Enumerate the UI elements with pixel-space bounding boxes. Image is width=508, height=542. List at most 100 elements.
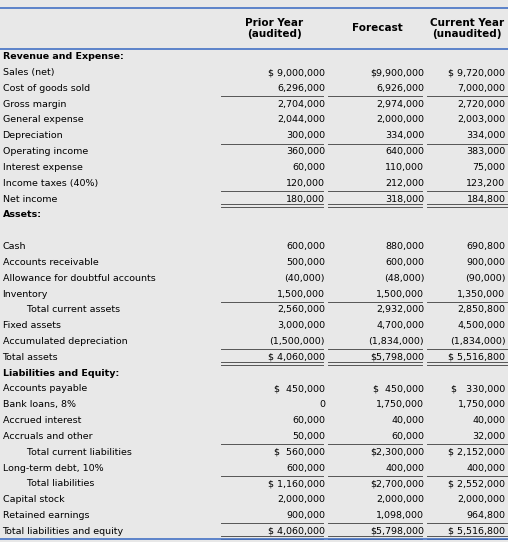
Text: $  560,000: $ 560,000 [274, 448, 325, 457]
Text: 1,750,000: 1,750,000 [376, 401, 424, 409]
Text: 1,500,000: 1,500,000 [376, 289, 424, 299]
Text: Accruals and other: Accruals and other [3, 432, 92, 441]
Text: 60,000: 60,000 [391, 432, 424, 441]
Text: 880,000: 880,000 [385, 242, 424, 251]
Text: Gross margin: Gross margin [3, 100, 66, 108]
Text: 40,000: 40,000 [472, 416, 505, 425]
Text: Forecast: Forecast [352, 23, 402, 34]
Text: 2,044,000: 2,044,000 [277, 115, 325, 125]
Text: 32,000: 32,000 [472, 432, 505, 441]
Text: General expense: General expense [3, 115, 83, 125]
Text: 184,800: 184,800 [466, 195, 505, 204]
Text: 6,926,000: 6,926,000 [376, 84, 424, 93]
Text: Depreciation: Depreciation [3, 131, 63, 140]
Text: 6,296,000: 6,296,000 [277, 84, 325, 93]
Text: 500,000: 500,000 [286, 258, 325, 267]
Text: 75,000: 75,000 [472, 163, 505, 172]
Text: 2,560,000: 2,560,000 [277, 305, 325, 314]
Text: 400,000: 400,000 [466, 463, 505, 473]
Text: Total liabilities: Total liabilities [18, 480, 94, 488]
Text: (1,834,000): (1,834,000) [450, 337, 505, 346]
Text: $5,798,000: $5,798,000 [370, 527, 424, 536]
Text: Inventory: Inventory [3, 289, 48, 299]
Text: $  450,000: $ 450,000 [373, 384, 424, 393]
Text: Total current assets: Total current assets [18, 305, 120, 314]
Text: Long-term debt, 10%: Long-term debt, 10% [3, 463, 103, 473]
Text: 120,000: 120,000 [286, 179, 325, 188]
Text: 900,000: 900,000 [286, 511, 325, 520]
Text: 964,800: 964,800 [466, 511, 505, 520]
Text: Liabilities and Equity:: Liabilities and Equity: [3, 369, 119, 378]
Text: Fixed assets: Fixed assets [3, 321, 60, 330]
Text: Allowance for doubtful accounts: Allowance for doubtful accounts [3, 274, 155, 283]
Text: 180,000: 180,000 [286, 195, 325, 204]
Text: $2,700,000: $2,700,000 [370, 480, 424, 488]
Text: 3,000,000: 3,000,000 [277, 321, 325, 330]
Text: 1,500,000: 1,500,000 [277, 289, 325, 299]
Text: $5,798,000: $5,798,000 [370, 353, 424, 362]
Text: 2,850,800: 2,850,800 [458, 305, 505, 314]
Text: (1,834,000): (1,834,000) [369, 337, 424, 346]
Text: 640,000: 640,000 [385, 147, 424, 156]
Text: 2,000,000: 2,000,000 [376, 115, 424, 125]
Text: 2,003,000: 2,003,000 [457, 115, 505, 125]
Text: 400,000: 400,000 [385, 463, 424, 473]
Text: 40,000: 40,000 [391, 416, 424, 425]
Text: 600,000: 600,000 [385, 258, 424, 267]
Text: Accounts payable: Accounts payable [3, 384, 87, 393]
Text: Retained earnings: Retained earnings [3, 511, 89, 520]
Text: 900,000: 900,000 [466, 258, 505, 267]
Text: 2,974,000: 2,974,000 [376, 100, 424, 108]
Text: $ 5,516,800: $ 5,516,800 [449, 527, 505, 536]
Text: Capital stock: Capital stock [3, 495, 64, 504]
Text: 212,000: 212,000 [385, 179, 424, 188]
Text: 2,000,000: 2,000,000 [458, 495, 505, 504]
Text: 334,000: 334,000 [385, 131, 424, 140]
Text: Assets:: Assets: [3, 210, 42, 220]
Text: $ 4,060,000: $ 4,060,000 [268, 527, 325, 536]
Text: Income taxes (40%): Income taxes (40%) [3, 179, 98, 188]
Text: 60,000: 60,000 [292, 416, 325, 425]
Text: Accrued interest: Accrued interest [3, 416, 81, 425]
Text: Cash: Cash [3, 242, 26, 251]
Text: 383,000: 383,000 [466, 147, 505, 156]
Text: 2,000,000: 2,000,000 [376, 495, 424, 504]
Text: 110,000: 110,000 [385, 163, 424, 172]
Text: 2,000,000: 2,000,000 [277, 495, 325, 504]
Text: $ 9,720,000: $ 9,720,000 [449, 68, 505, 77]
Text: 600,000: 600,000 [286, 242, 325, 251]
Text: $9,900,000: $9,900,000 [370, 68, 424, 77]
Text: Bank loans, 8%: Bank loans, 8% [3, 401, 76, 409]
Text: 123,200: 123,200 [466, 179, 505, 188]
Text: Operating income: Operating income [3, 147, 88, 156]
Text: $ 5,516,800: $ 5,516,800 [449, 353, 505, 362]
Text: $  450,000: $ 450,000 [274, 384, 325, 393]
Text: 300,000: 300,000 [286, 131, 325, 140]
Text: $ 2,552,000: $ 2,552,000 [449, 480, 505, 488]
Text: 2,704,000: 2,704,000 [277, 100, 325, 108]
Text: 690,800: 690,800 [466, 242, 505, 251]
Text: Net income: Net income [3, 195, 57, 204]
Text: Accounts receivable: Accounts receivable [3, 258, 98, 267]
Text: $2,300,000: $2,300,000 [370, 448, 424, 457]
Text: 360,000: 360,000 [286, 147, 325, 156]
Text: $ 9,000,000: $ 9,000,000 [268, 68, 325, 77]
Text: 0: 0 [319, 401, 325, 409]
Text: Revenue and Expense:: Revenue and Expense: [3, 52, 123, 61]
Text: 2,932,000: 2,932,000 [376, 305, 424, 314]
Text: $ 2,152,000: $ 2,152,000 [449, 448, 505, 457]
Text: Sales (net): Sales (net) [3, 68, 54, 77]
Text: $ 1,160,000: $ 1,160,000 [268, 480, 325, 488]
Text: Accumulated depreciation: Accumulated depreciation [3, 337, 127, 346]
Text: 2,720,000: 2,720,000 [458, 100, 505, 108]
Text: (40,000): (40,000) [284, 274, 325, 283]
Bar [0, 8, 508, 49]
Text: 60,000: 60,000 [292, 163, 325, 172]
Text: 50,000: 50,000 [292, 432, 325, 441]
Text: (90,000): (90,000) [465, 274, 505, 283]
Text: Prior Year
(audited): Prior Year (audited) [245, 18, 303, 39]
Text: 4,700,000: 4,700,000 [376, 321, 424, 330]
Text: Total liabilities and equity: Total liabilities and equity [3, 527, 123, 536]
Text: Total assets: Total assets [3, 353, 58, 362]
Text: Interest expense: Interest expense [3, 163, 82, 172]
